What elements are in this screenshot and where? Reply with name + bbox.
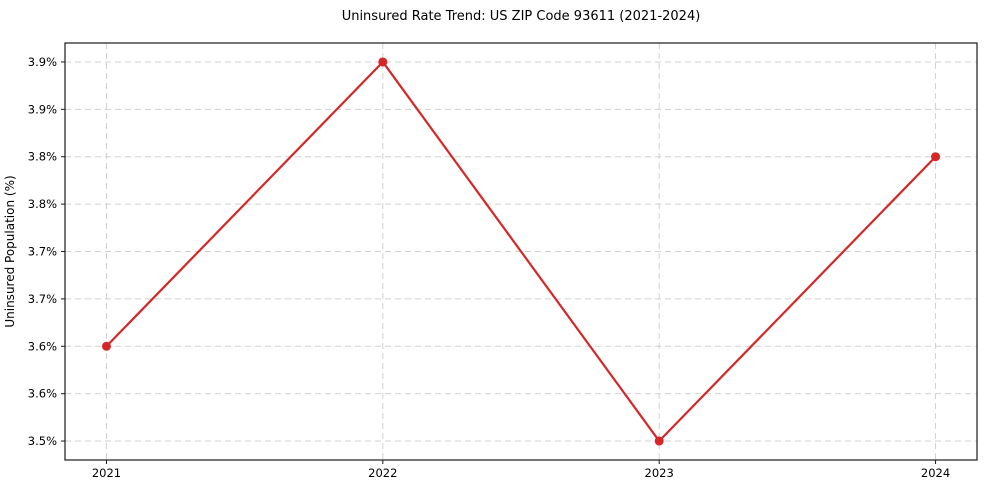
data-point-2022 [378,57,388,67]
trend-line [105,60,937,443]
chart-title: Uninsured Rate Trend: US ZIP Code 93611 … [342,9,701,24]
y-tick-label: 3.8% [28,150,57,164]
x-tick-label: 2022 [368,466,397,480]
y-axis-label: Uninsured Population (%) [3,175,17,327]
data-point-2021 [101,341,111,351]
y-tick-label: 3.6% [28,339,57,353]
y-tick-label: 3.9% [28,102,57,116]
data-point-2023 [654,436,664,446]
series-layer [101,57,941,446]
x-tick-label: 2023 [645,466,674,480]
data-point-2024 [931,152,941,162]
y-tick-label: 3.7% [28,245,57,259]
y-tick-label: 3.7% [28,292,57,306]
x-tick-label: 2024 [921,466,950,480]
label-layer: Uninsured Rate Trend: US ZIP Code 93611 … [3,9,700,328]
y-tick-label: 3.5% [28,434,57,448]
x-tick-label: 2021 [92,466,121,480]
y-tick-label: 3.9% [28,55,57,69]
axes-layer: 3.5% 3.6% 3.6% 3.7% 3.7% 3.8% 3.8% 3.9% 3.9% 2021… [28,42,978,480]
y-tick-label: 3.8% [28,197,57,211]
plot-border [64,42,978,461]
y-tick-label: 3.6% [28,387,57,401]
